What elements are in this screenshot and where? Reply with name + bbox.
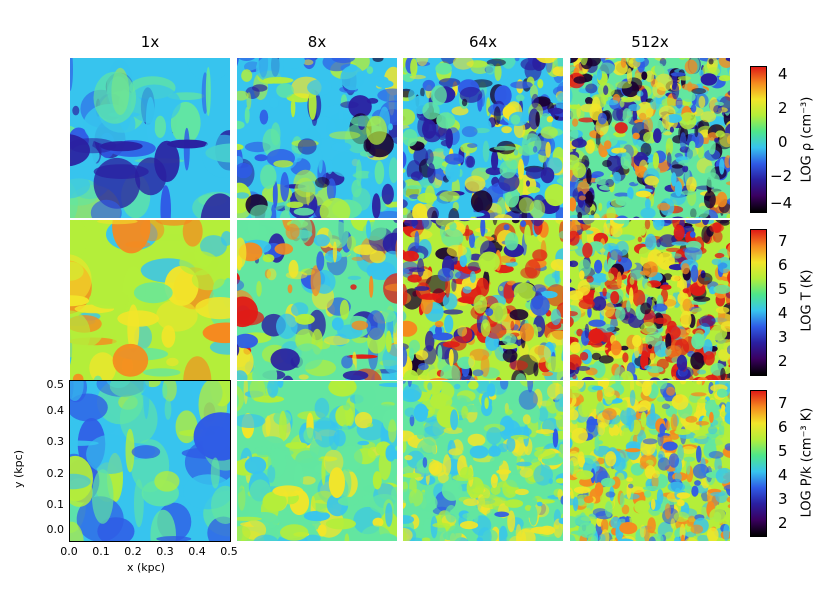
column-title-8x: 8x: [307, 33, 327, 51]
x-tick-label: 0.0: [60, 545, 78, 558]
density-colorbar: [750, 66, 767, 213]
pressure-colorbar-label: LOG P/k (cm⁻³ K): [799, 407, 815, 518]
y-tick-label: 0.5: [46, 378, 65, 391]
column-title-512x: 512x: [631, 33, 669, 51]
temperature-tick-label: 7: [778, 232, 788, 250]
pressure-colorbar: [750, 390, 767, 537]
field-map-density-8x: [237, 58, 397, 218]
y-tick-label: 0.3: [46, 435, 65, 448]
temperature-tick-label: 3: [778, 328, 788, 346]
field-map-density-64x: [403, 58, 563, 218]
temperature-colorbar-label: LOG T (K): [799, 269, 815, 332]
temperature-tick-label: 6: [778, 256, 788, 274]
density-colorbar-label: LOG ρ (cm⁻³): [799, 96, 815, 183]
pressure-tick-label: 7: [778, 394, 788, 412]
pressure-tick-label: 4: [778, 466, 788, 484]
temperature-tick-label: 5: [778, 280, 788, 298]
pressure-tick-label: 5: [778, 442, 788, 460]
y-tick-label: 0.2: [46, 467, 65, 480]
field-map-pressure-512x: [570, 381, 730, 541]
x-tick-label: 0.5: [220, 545, 238, 558]
pressure-tick-label: 2: [778, 514, 788, 532]
pressure-tick-label: 3: [778, 490, 788, 508]
temperature-tick-label: 4: [778, 304, 788, 322]
y-tick-label: 0.1: [46, 498, 65, 511]
x-tick-label: 0.3: [156, 545, 174, 558]
field-map-pressure-1x: [70, 381, 230, 541]
x-tick-label: 0.2: [124, 545, 142, 558]
column-title-64x: 64x: [469, 33, 497, 51]
field-map-temperature-512x: [570, 220, 730, 380]
field-map-pressure-8x: [237, 381, 397, 541]
field-map-temperature-1x: [70, 220, 230, 380]
density-tick-label: −2: [770, 167, 793, 185]
field-map-pressure-64x: [403, 381, 563, 541]
field-map-temperature-8x: [237, 220, 397, 380]
density-tick-label: 0: [778, 133, 788, 151]
temperature-tick-label: 2: [778, 352, 788, 370]
field-map-density-512x: [570, 58, 730, 218]
density-tick-label: −4: [770, 194, 793, 212]
y-tick-label: 0.4: [46, 404, 65, 417]
y-tick-label: 0.0: [46, 523, 65, 536]
pressure-tick-label: 6: [778, 418, 788, 436]
density-tick-label: 2: [778, 99, 788, 117]
temperature-colorbar: [750, 229, 767, 376]
density-tick-label: 4: [778, 65, 788, 83]
x-tick-label: 0.4: [188, 545, 206, 558]
x-tick-label: 0.1: [92, 545, 110, 558]
field-map-temperature-64x: [403, 220, 563, 380]
column-title-1x: 1x: [140, 33, 160, 51]
field-map-density-1x: [70, 58, 230, 218]
y-axis-title: y (kpc): [12, 450, 25, 488]
x-axis-title: x (kpc): [127, 561, 165, 574]
